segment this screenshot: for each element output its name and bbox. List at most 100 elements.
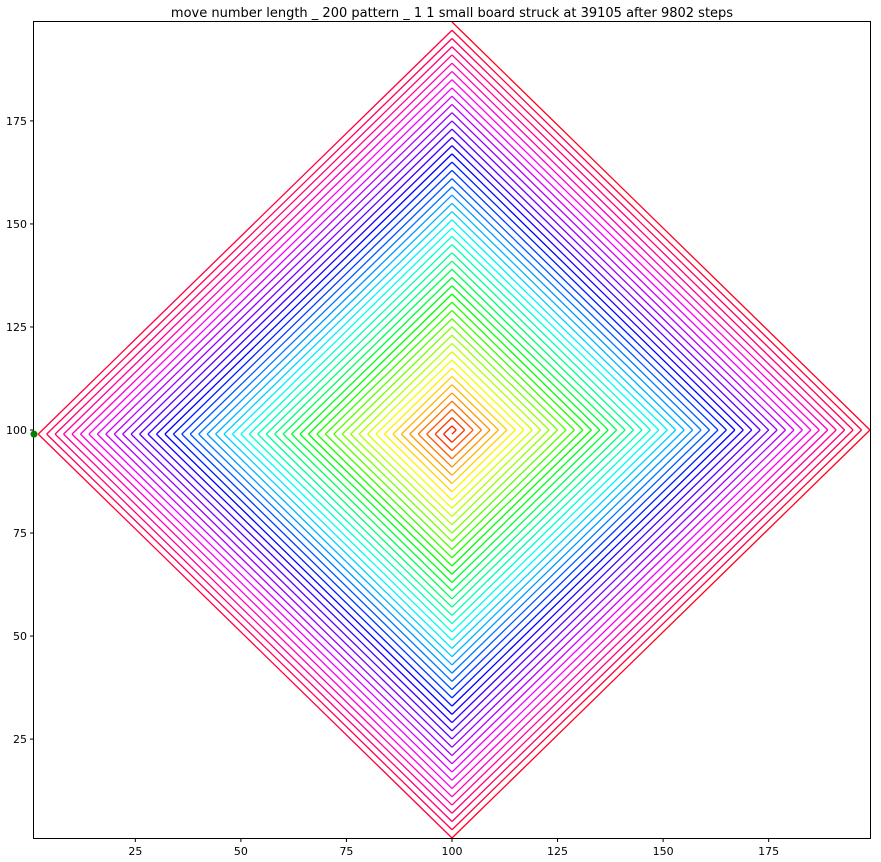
spiral-segment <box>350 433 453 534</box>
spiral-segment <box>451 178 711 431</box>
spiral-segment <box>434 417 453 435</box>
spiral-segment <box>451 429 474 452</box>
spiral-segment <box>451 429 863 831</box>
spiral-segment <box>451 429 575 550</box>
spiral-segment <box>451 429 677 649</box>
spiral-segment <box>451 21 871 431</box>
spiral-segment <box>367 351 453 435</box>
spiral-segment <box>451 429 584 559</box>
spiral-segment <box>451 429 635 608</box>
spiral-segment <box>147 136 453 435</box>
spiral-segment <box>451 326 559 431</box>
x-tick-label: 125 <box>547 845 568 858</box>
spiral-segment <box>409 392 453 435</box>
spiral-segment <box>451 429 508 485</box>
spiral-segment <box>316 301 453 435</box>
spiral-segment <box>451 429 643 616</box>
spiral-segment <box>198 186 453 435</box>
spiral-segment <box>451 429 525 501</box>
spiral-segment <box>451 429 736 707</box>
spiral-segment <box>71 433 453 806</box>
spiral-segment <box>451 227 660 431</box>
axis-ticks: 25 50 75 100 125 150 175 25 50 75 100 125 150 175 <box>6 115 779 858</box>
spiral-segment <box>451 318 567 431</box>
spiral-segment <box>451 429 651 625</box>
spiral-segment <box>451 429 727 699</box>
spiral-segment <box>451 429 795 765</box>
spiral-segment <box>451 367 516 431</box>
spiral-segment <box>451 417 466 431</box>
spiral-segment <box>257 433 453 625</box>
spiral-segment <box>426 433 453 460</box>
spiral-segment <box>409 433 453 476</box>
spiral-segment <box>451 429 533 509</box>
y-tick-label: 125 <box>6 321 27 334</box>
spiral-segment <box>451 429 491 468</box>
spiral-segment <box>451 429 618 592</box>
spiral-segment <box>417 400 453 435</box>
spiral-segment <box>71 62 453 435</box>
spiral-segment <box>316 433 453 567</box>
spiral-segment <box>383 367 453 435</box>
spiral-segment <box>451 429 711 682</box>
spiral-segment <box>189 178 453 435</box>
spiral-segment <box>443 425 453 435</box>
spiral-segment <box>96 433 453 781</box>
y-tick-label: 25 <box>13 733 27 746</box>
spiral-segment <box>307 293 453 435</box>
spiral-segment <box>451 429 516 493</box>
spiral-segment <box>198 433 453 682</box>
spiral-segment <box>451 285 601 431</box>
spiral-segment <box>172 161 453 435</box>
spiral-segment <box>113 103 453 435</box>
spiral-segment <box>139 128 453 435</box>
spiral-segment <box>223 211 453 435</box>
spiral-segment <box>240 227 453 435</box>
spiral-segment <box>451 244 643 431</box>
spiral-segment <box>451 70 820 431</box>
spiral-segment <box>375 359 453 435</box>
spiral-segment <box>451 429 829 798</box>
spiral-segment <box>443 433 453 443</box>
end-point-marker <box>30 430 38 438</box>
spiral-segment <box>105 433 453 773</box>
spiral-segment <box>248 235 453 435</box>
spiral-segment <box>451 384 499 431</box>
y-tick-label: 175 <box>6 115 27 128</box>
spiral-segment <box>451 429 601 575</box>
spiral-segment <box>451 260 626 431</box>
spiral-segment <box>181 433 453 699</box>
spiral-segment <box>206 194 453 435</box>
y-tick-label: 50 <box>13 630 27 643</box>
spiral-segment <box>451 429 854 822</box>
spiral-segment <box>400 384 453 435</box>
spiral-segment <box>274 433 453 608</box>
spiral-segment <box>451 62 829 431</box>
spiral-segment <box>451 429 660 633</box>
spiral-segment <box>451 429 761 732</box>
spiral-segment <box>451 429 702 674</box>
spiral-segment <box>79 433 453 798</box>
spiral-segment <box>434 433 453 452</box>
spiral-segment <box>248 433 453 633</box>
spiral-segment <box>451 429 685 658</box>
spiral-segment <box>96 87 453 435</box>
spiral-segment <box>451 429 466 443</box>
spiral-segment <box>231 219 453 435</box>
spiral-segment <box>231 433 453 649</box>
spiral-segment <box>451 103 787 431</box>
spiral-segment <box>307 433 453 575</box>
spiral-segment <box>451 219 668 431</box>
spiral-segment <box>451 429 609 583</box>
spiral-segment <box>451 334 550 431</box>
spiral-segment <box>451 429 803 773</box>
spiral-segment <box>367 433 453 518</box>
spiral-segment <box>88 79 453 435</box>
spiral-segment <box>113 433 453 765</box>
spiral-segment <box>451 429 871 839</box>
spiral-segment <box>451 38 854 431</box>
spiral-segment <box>299 433 453 583</box>
spiral-segment <box>451 128 761 431</box>
spiral-segment <box>240 433 453 641</box>
spiral-segment <box>451 351 533 431</box>
